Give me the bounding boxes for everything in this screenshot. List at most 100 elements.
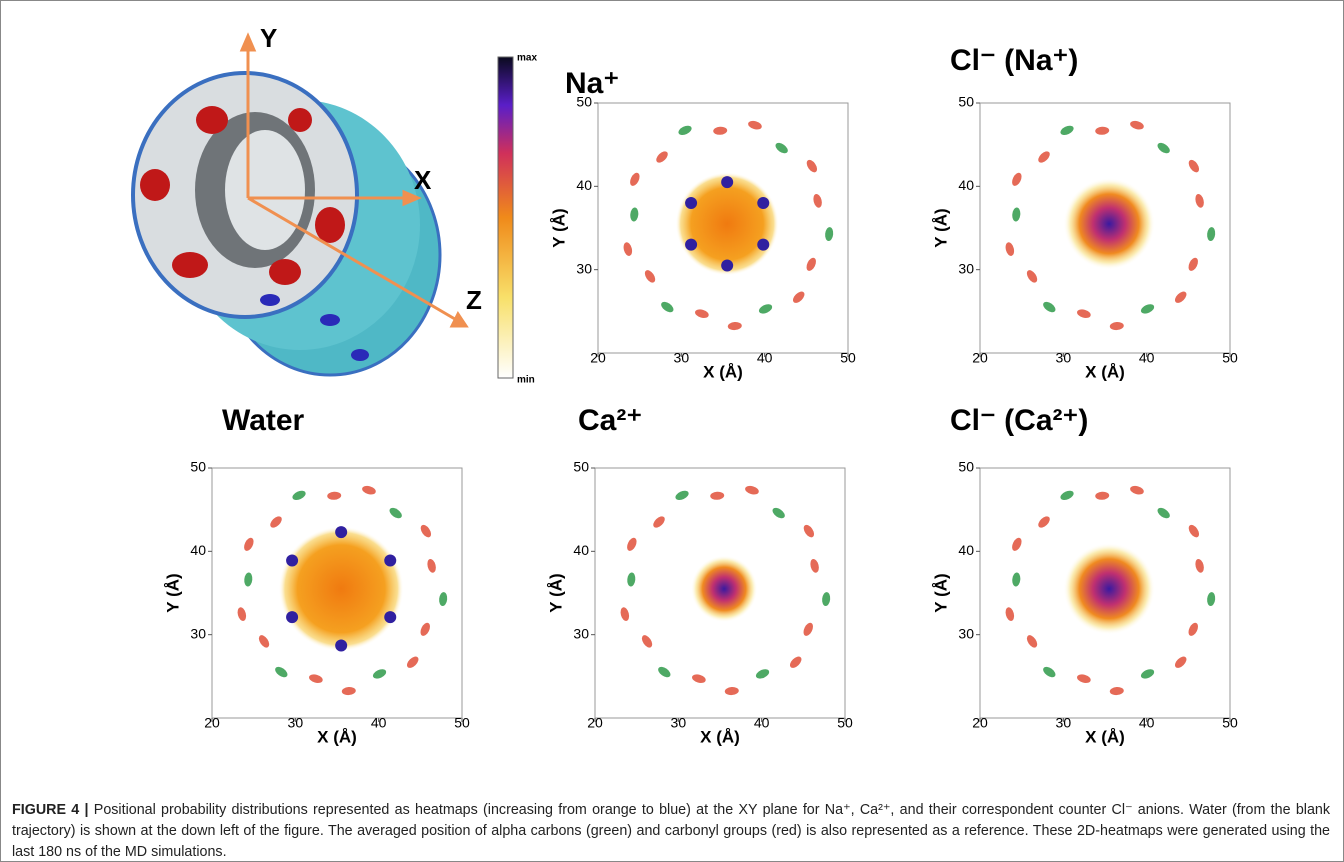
ring-marker [291,489,307,502]
caption-text: Positional probability distributions rep… [12,802,1330,860]
x-tick-label: 40 [757,350,773,366]
y-tick-label: 30 [190,625,206,641]
y-tick-label: 40 [958,542,974,558]
ring-marker [1173,654,1189,670]
y-tick-label: 40 [190,542,206,558]
ring-marker [627,572,636,587]
ring-marker [744,484,760,495]
ring-marker [1206,227,1215,242]
axis3d-label: Y [260,23,277,53]
ring-marker [821,592,830,607]
ring-marker [1206,592,1215,607]
x-tick-label: 20 [590,350,606,366]
panel-title: Cl⁻ (Na⁺) [950,44,1078,77]
ring-marker [643,268,657,284]
x-tick-label: 20 [972,715,988,731]
colorbar-label: min [517,375,535,386]
ring-marker [619,606,630,622]
heatmap [1004,119,1216,330]
ring-marker [1010,536,1023,552]
ring-marker [812,193,823,209]
ring-marker [242,536,255,552]
y-tick-label: 30 [573,625,589,641]
ring-marker [372,667,388,680]
x-axis-label: X (Å) [317,727,357,746]
ring-marker [802,621,815,637]
ring-marker [1187,256,1200,272]
x-tick-label: 40 [371,715,387,731]
x-axis-label: X (Å) [1085,362,1125,381]
caption: FIGURE 4 | Positional probability distri… [12,800,1330,862]
density-peak [721,176,733,188]
density-peak [335,526,347,538]
panel-title: Cl⁻ (Ca²⁺) [950,404,1088,437]
x-tick-label: 20 [587,715,603,731]
ring-marker [824,227,833,242]
ring-marker [691,673,707,684]
ring-marker [628,171,641,187]
heatmap [236,484,448,695]
y-tick-label: 30 [958,260,974,276]
panel-title: Na⁺ [565,67,619,100]
caption-label: FIGURE 4 | [12,802,89,818]
ring-marker [728,322,743,331]
ring-marker [1004,606,1015,622]
ring-marker [654,149,670,165]
density-peak [757,239,769,251]
ring-marker [651,514,667,530]
ring-marker [788,654,804,670]
density-peak [721,260,733,272]
x-axis-label: X (Å) [703,362,743,381]
ring-marker [640,633,654,649]
y-tick-label: 50 [190,459,206,475]
x-tick-label: 30 [1056,715,1072,731]
ring-marker [758,302,774,315]
ring-marker [1059,489,1075,502]
ring-marker [236,606,247,622]
ring-marker [659,300,675,315]
ring-marker [747,119,763,130]
ring-marker [244,572,253,587]
x-tick-label: 30 [671,715,687,731]
heatmap [619,484,831,695]
x-axis-label: X (Å) [1085,727,1125,746]
ring-marker [1156,506,1172,521]
density-core [1063,543,1155,635]
x-tick-label: 50 [1222,350,1238,366]
ring-marker [1004,241,1015,257]
x-tick-label: 30 [1056,350,1072,366]
ring-marker [1129,119,1145,130]
density-core [279,526,404,651]
ring-marker [1036,149,1052,165]
ring-marker [805,158,819,174]
colorbar-label: max [517,53,537,64]
panel-title: Ca²⁺ [578,404,642,437]
ring-marker [771,506,787,521]
density-peak [384,611,396,623]
ring-marker [1059,124,1075,137]
x-tick-label: 50 [840,350,856,366]
x-tick-label: 30 [288,715,304,731]
axis3d-label: X [414,165,432,195]
ring-marker [1041,300,1057,315]
ring-marker [1110,322,1125,331]
ring-marker [1140,667,1156,680]
x-tick-label: 50 [1222,715,1238,731]
ring-marker [1025,268,1039,284]
ring-marker [426,558,437,574]
y-tick-label: 50 [573,459,589,475]
x-tick-label: 30 [674,350,690,366]
figure-graphics: Y X Z max min Na⁺X (Å)Y (Å)2030405030405… [0,0,1344,862]
y-axis-label: Y (Å) [163,573,182,612]
ring-marker [622,241,633,257]
ring-marker [1194,558,1205,574]
y-axis-label: Y (Å) [549,208,568,247]
ring-marker [774,141,790,156]
ring-marker [419,621,432,637]
ring-marker [1187,621,1200,637]
ring-marker [342,687,357,696]
y-axis-label: Y (Å) [931,573,950,612]
density-core [1063,178,1155,270]
density-peak [335,640,347,652]
ring-marker [809,558,820,574]
